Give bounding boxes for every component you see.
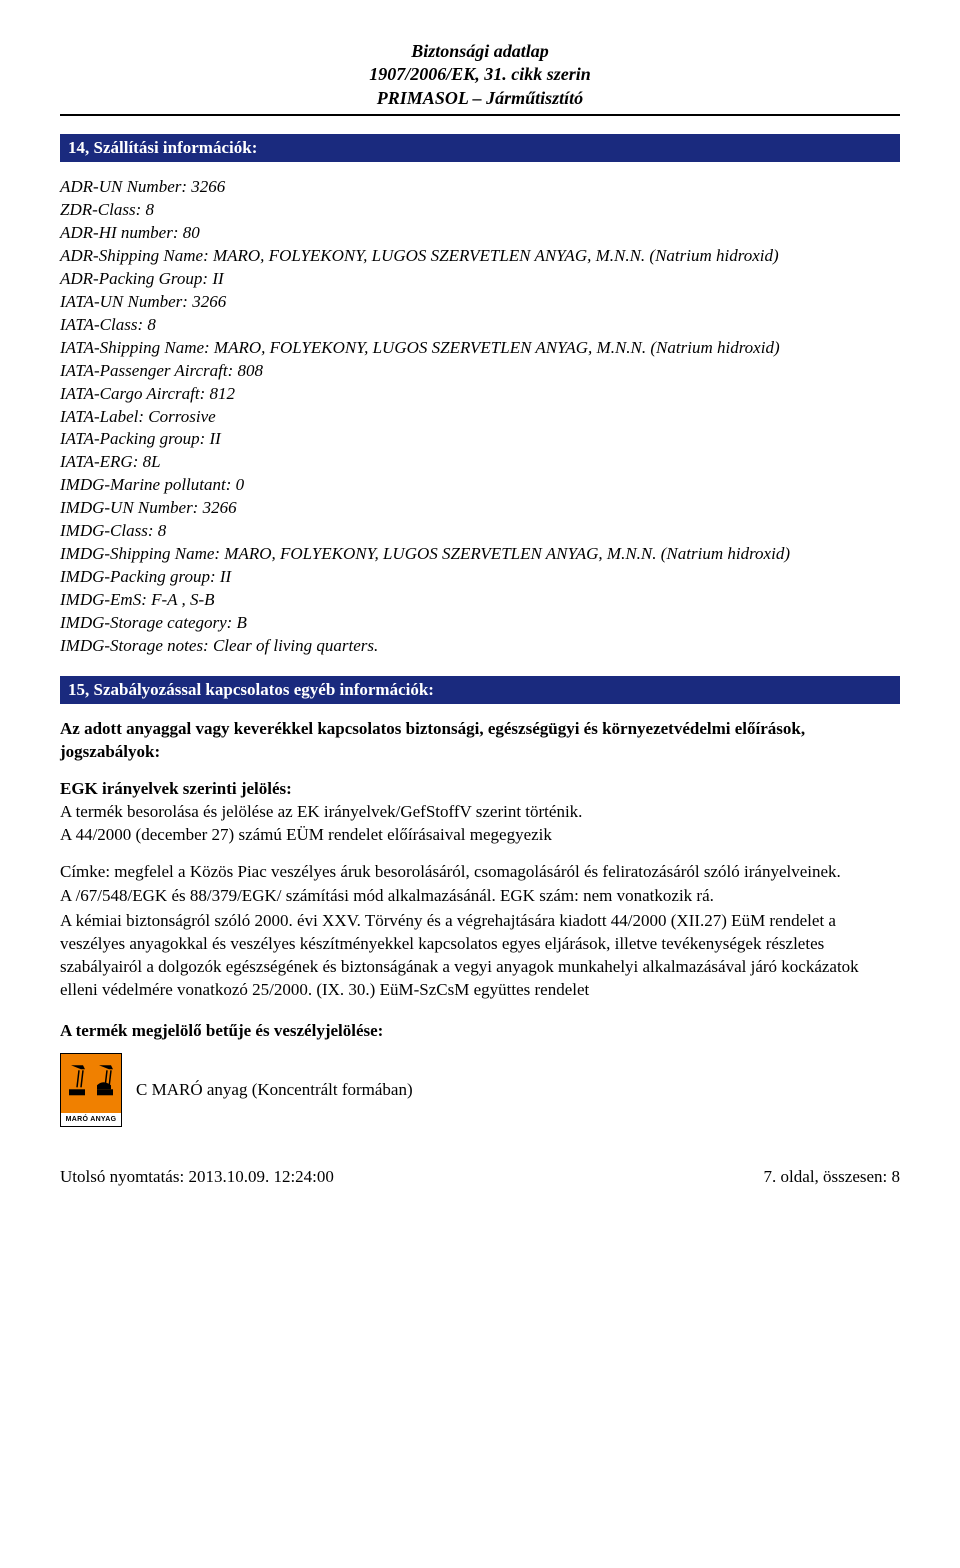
s14-line: IATA-Packing group: II [60,428,900,451]
doc-header: Biztonsági adatlap 1907/2006/EK, 31. cik… [60,40,900,110]
s15-para4: A kémiai biztonságról szóló 2000. évi XX… [60,910,900,1002]
footer-right: 7. oldal, összesen: 8 [764,1167,900,1187]
hazard-row: MARÓ ANYAG C MARÓ anyag (Koncentrált for… [60,1053,900,1127]
s15-egk-line: A 44/2000 (december 27) számú EÜM rendel… [60,824,900,847]
s15-egk-line: A termék besorolása és jelölése az EK ir… [60,801,900,824]
s15-product-mark-heading: A termék megjelölő betűje és veszélyjelö… [60,1020,900,1043]
s14-line: IMDG-Shipping Name: MARO, FOLYEKONY, LUG… [60,543,900,566]
hazard-pictogram [61,1054,121,1113]
s15-intro: Az adott anyaggal vagy keverékkel kapcso… [60,718,900,764]
s14-line: ADR-HI number: 80 [60,222,900,245]
hazard-caption: MARÓ ANYAG [61,1113,121,1126]
s14-line: ZDR-Class: 8 [60,199,900,222]
s15-egk-heading: EGK irányelvek szerinti jelölés: [60,778,900,801]
s14-line: IATA-ERG: 8L [60,451,900,474]
page: Biztonsági adatlap 1907/2006/EK, 31. cik… [0,0,960,1217]
s15-para3: A /67/548/EGK és 88/379/EGK/ számítási m… [60,885,900,908]
corrosive-hazard-icon: MARÓ ANYAG [60,1053,122,1127]
s14-line: ADR-UN Number: 3266 [60,176,900,199]
s14-line: IATA-Shipping Name: MARO, FOLYEKONY, LUG… [60,337,900,360]
section-14-bar: 14, Szállítási információk: [60,134,900,162]
header-rule [60,114,900,116]
header-line-3: PRIMASOL – Járműtisztító [60,87,900,110]
section-15-body: Az adott anyaggal vagy keverékkel kapcso… [60,718,900,1127]
header-line-2: 1907/2006/EK, 31. cikk szerin [60,63,900,86]
s14-line: ADR-Shipping Name: MARO, FOLYEKONY, LUGO… [60,245,900,268]
s15-para2: Címke: megfelel a Közös Piac veszélyes á… [60,861,900,884]
s14-line: ADR-Packing Group: II [60,268,900,291]
s14-line: IMDG-Marine pollutant: 0 [60,474,900,497]
s14-line: IMDG-UN Number: 3266 [60,497,900,520]
s14-line: IATA-Label: Corrosive [60,406,900,429]
s14-line: IMDG-Storage category: B [60,612,900,635]
s14-line: IMDG-Storage notes: Clear of living quar… [60,635,900,658]
s14-line: IMDG-Class: 8 [60,520,900,543]
s14-line: IMDG-Packing group: II [60,566,900,589]
s14-line: IATA-Cargo Aircraft: 812 [60,383,900,406]
page-footer: Utolsó nyomtatás: 2013.10.09. 12:24:00 7… [60,1167,900,1187]
s14-line: IATA-Class: 8 [60,314,900,337]
footer-left: Utolsó nyomtatás: 2013.10.09. 12:24:00 [60,1167,334,1187]
s14-line: IATA-UN Number: 3266 [60,291,900,314]
hazard-text: C MARÓ anyag (Koncentrált formában) [136,1079,413,1102]
section-15-bar: 15, Szabályozással kapcsolatos egyéb inf… [60,676,900,704]
s14-line: IATA-Passenger Aircraft: 808 [60,360,900,383]
section-14-body: ADR-UN Number: 3266 ZDR-Class: 8 ADR-HI … [60,176,900,658]
header-line-1: Biztonsági adatlap [60,40,900,63]
s14-line: IMDG-EmS: F-A , S-B [60,589,900,612]
